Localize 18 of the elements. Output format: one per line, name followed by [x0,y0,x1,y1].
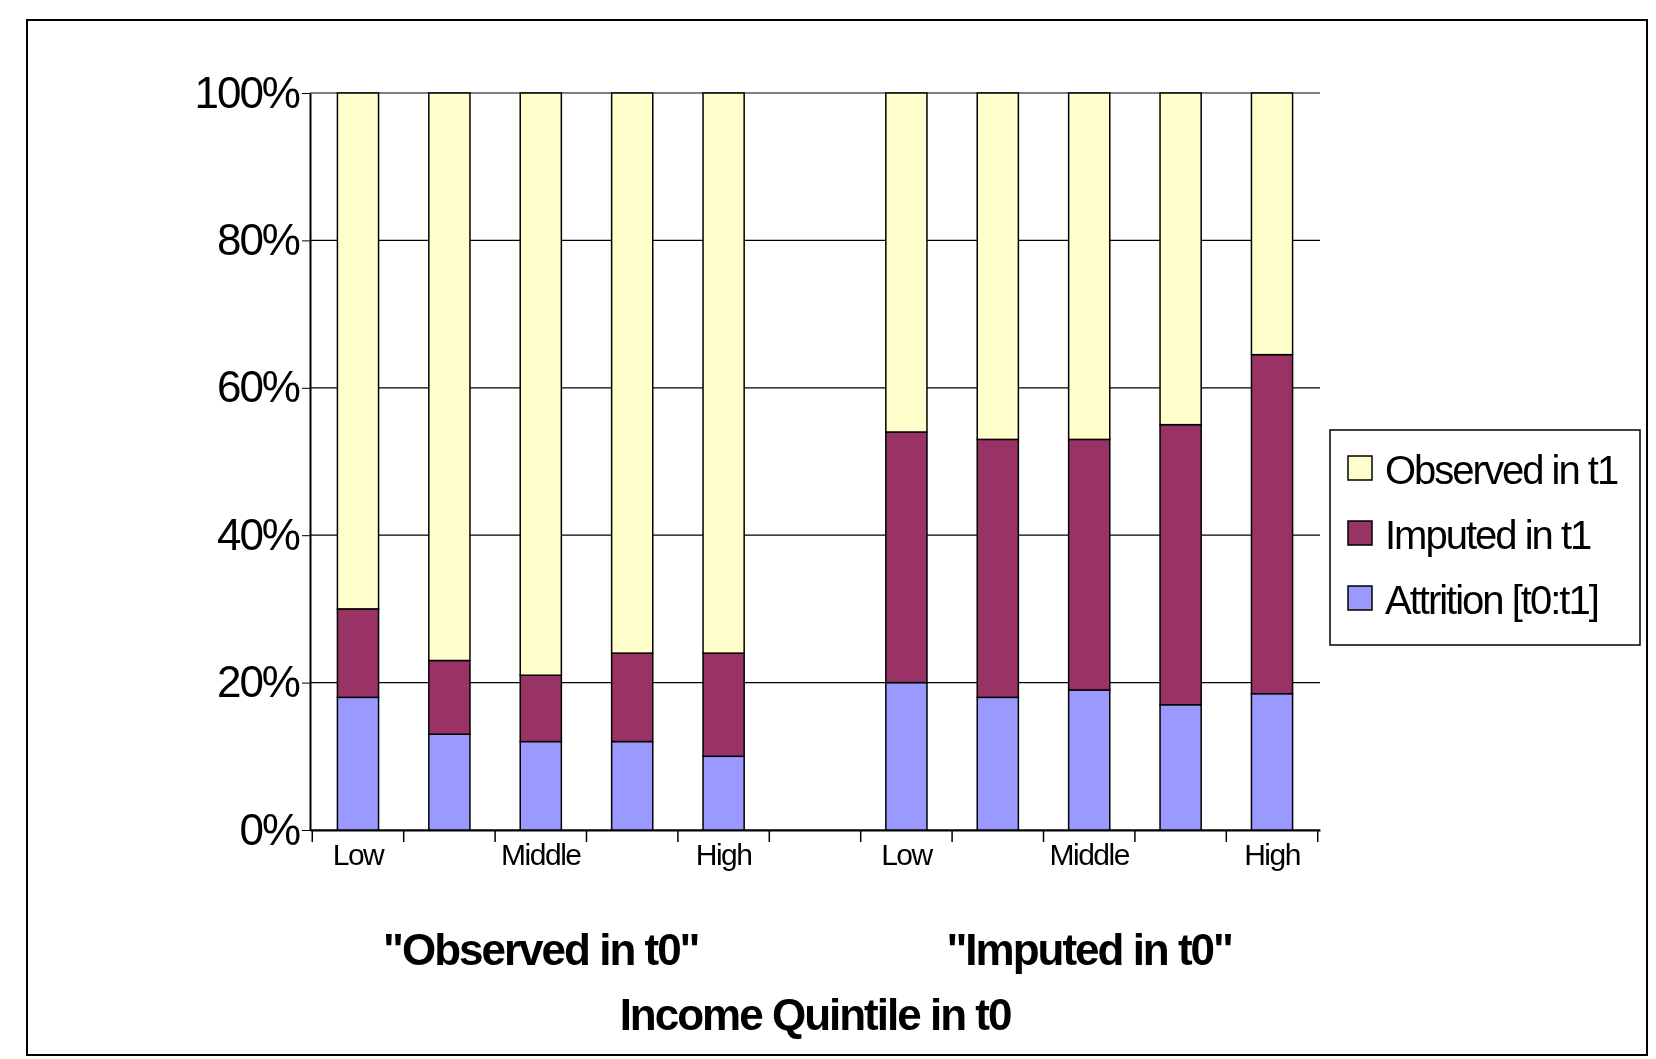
y-tick-label: 20% [216,657,300,707]
x-tick-label: Middle [501,838,582,872]
legend-label: Imputed in t1 [1385,513,1591,557]
text: "Observed in t0" [383,925,699,974]
x-tick-label: Low [881,838,934,872]
x-tick-label: Low [332,838,386,872]
y-tick-label: 100% [194,67,300,117]
legend-label: Observed in t1 [1385,448,1618,492]
y-tick-label: 80% [216,214,300,264]
x-tick-label: High [695,838,752,872]
legend-label: Attrition [t0:t1] [1385,578,1598,622]
x-tick-label: Middle [1049,838,1130,872]
y-tick-label: 40% [216,509,300,559]
y-tick-label: 60% [216,362,300,412]
text: "Imputed in t0" [946,925,1232,974]
x-axis-title: Income Quintile in t0 [619,990,1011,1039]
x-tick-label: High [1244,838,1300,872]
y-tick-label: 0% [239,804,300,854]
